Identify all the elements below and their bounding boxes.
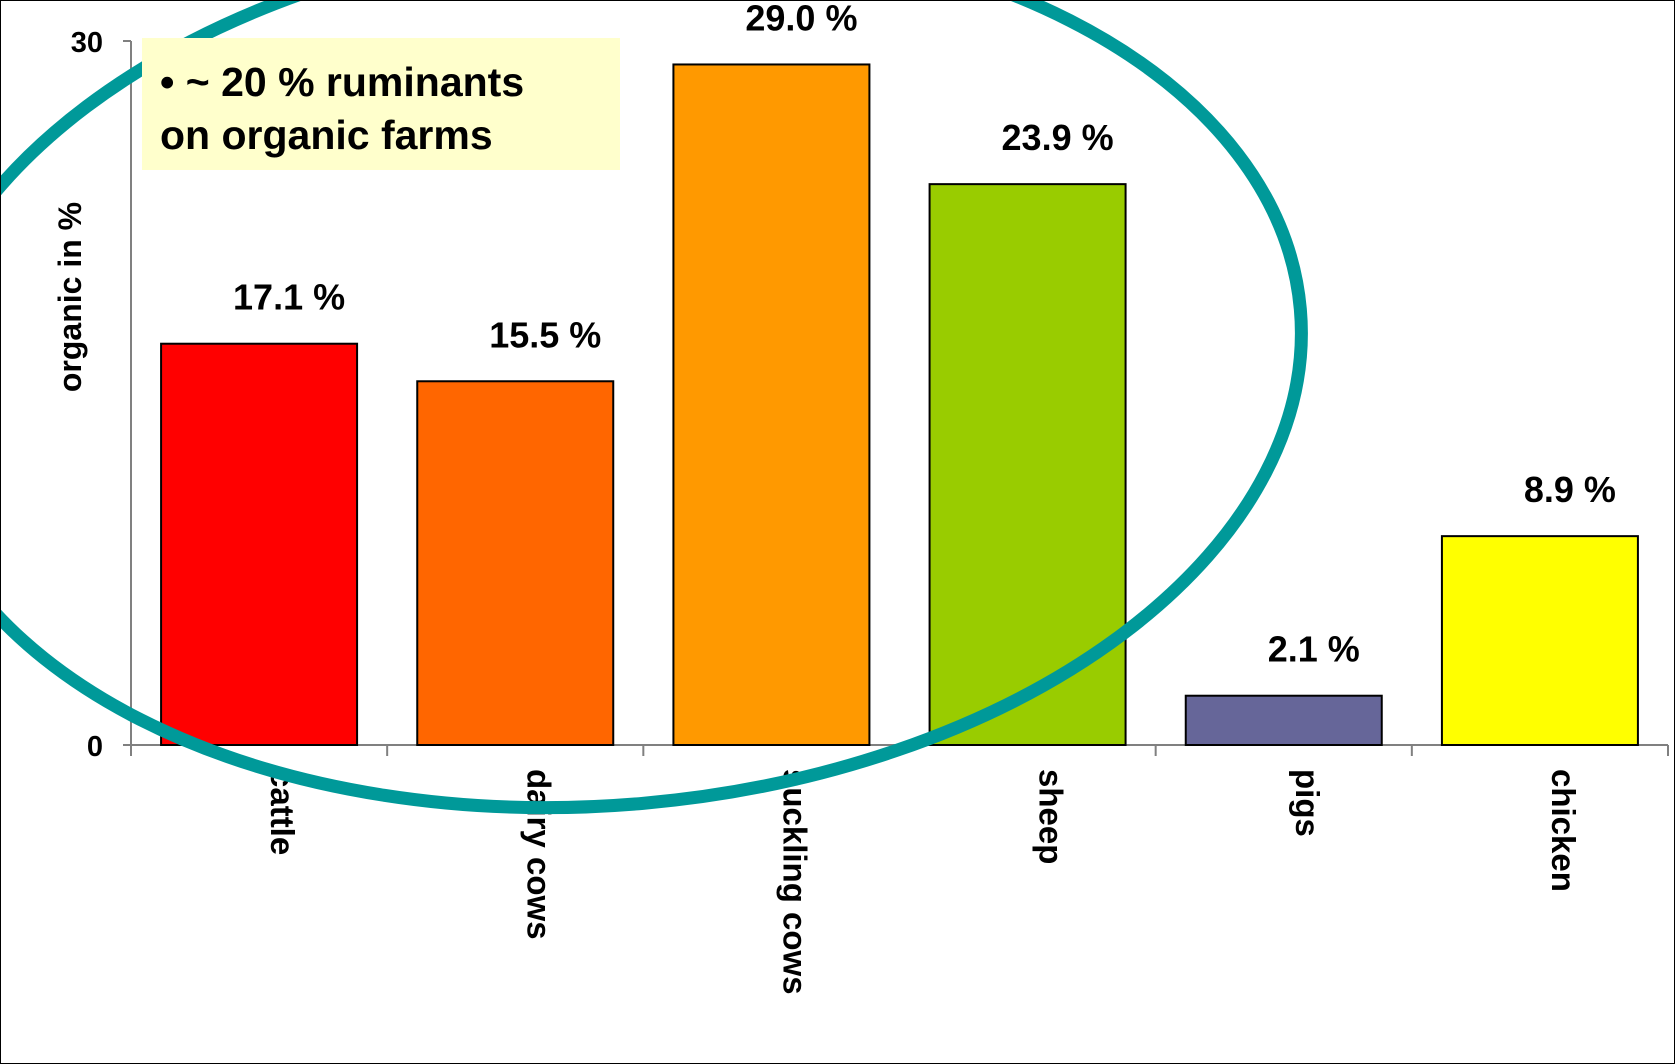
bar-cattle [160, 342, 359, 746]
bar-dairy-cows [416, 380, 615, 746]
x-tick-label-4: pigs [1289, 769, 1326, 837]
bar-suckling-cows [672, 63, 871, 746]
bar-chicken [1440, 535, 1639, 746]
data-label-3: 23.9 % [1002, 117, 1114, 158]
x-tick-label-3: sheep [1033, 769, 1070, 864]
bar-pigs [1184, 694, 1383, 746]
y-tick-label-0: 0 [87, 731, 103, 763]
x-ticks: cattle dairy cows suckling cows sheep pigs ch… [130, 745, 1669, 995]
y-axis-label: organic in % [52, 202, 88, 392]
annotation-box: • ~ 20 % ruminants on organic farms [142, 38, 620, 170]
data-label-0: 17.1 % [233, 277, 345, 318]
annotation-line-2: on organic farms [160, 112, 493, 158]
data-labels: 17.1 % 15.5 % 29.0 % 23.9 % 2.1 % 8.9 % [233, 0, 1616, 670]
y-ticks: 0 30 [71, 27, 131, 763]
ruminants-highlight-ellipse [0, 0, 1308, 815]
bars [160, 63, 1639, 746]
annotation-line-1: • ~ 20 % ruminants [160, 59, 525, 105]
x-tick-label-1: dairy cows [520, 769, 557, 940]
data-label-1: 15.5 % [489, 314, 601, 355]
x-tick-label-2: suckling cows [776, 769, 813, 995]
bar-sheep [928, 183, 1127, 746]
y-tick-label-1: 30 [71, 27, 103, 59]
data-label-4: 2.1 % [1268, 629, 1360, 670]
data-label-5: 8.9 % [1524, 469, 1616, 510]
data-label-2: 29.0 % [745, 0, 857, 38]
x-tick-label-5: chicken [1545, 769, 1582, 892]
